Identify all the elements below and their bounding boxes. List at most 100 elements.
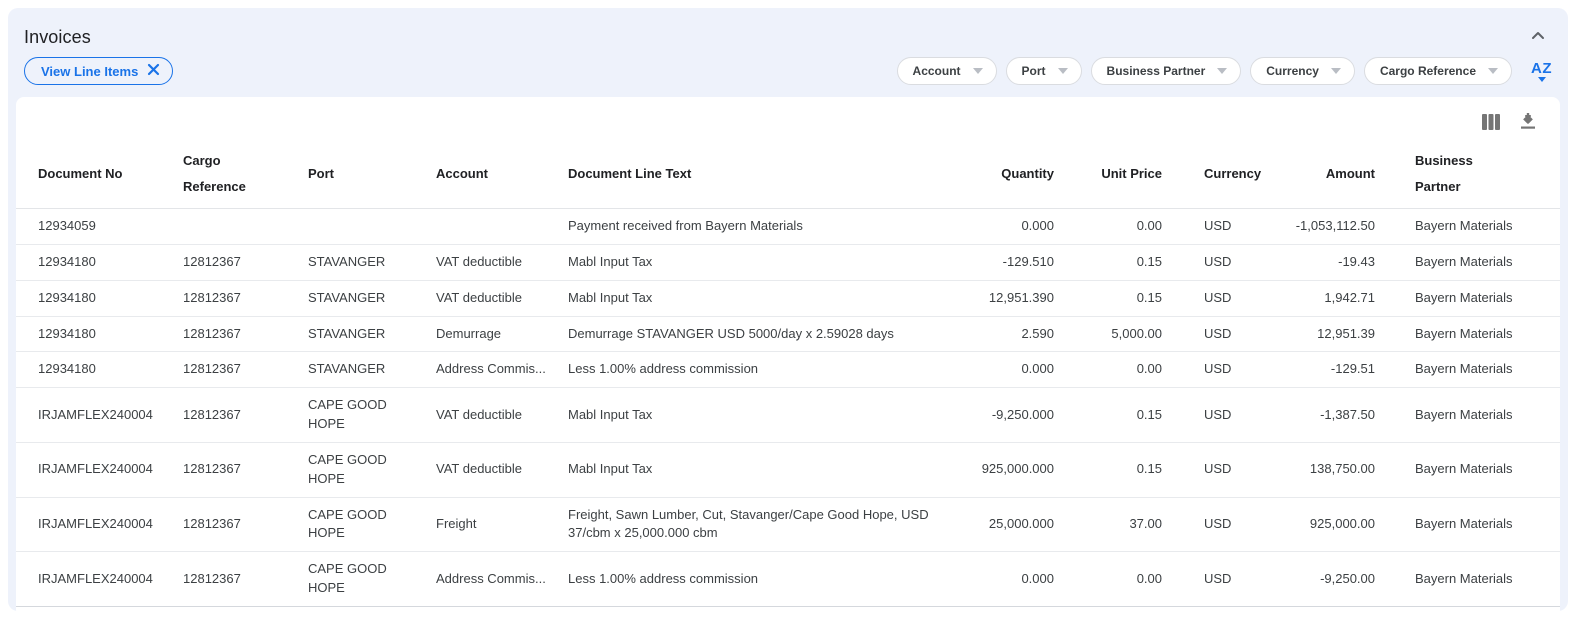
filter-cargo-reference-label: Cargo Reference bbox=[1379, 64, 1476, 78]
cell-quantity: -129.510 bbox=[1002, 253, 1054, 269]
cell-amount: 1,942.71 bbox=[1324, 289, 1375, 305]
cell-cargo_reference: 12812367 bbox=[183, 570, 241, 586]
cell-account: VAT deductible bbox=[436, 253, 522, 269]
table-toolbar bbox=[16, 97, 1560, 136]
cell-document_no: 12934180 bbox=[38, 361, 96, 377]
cell-unit_price: 0.15 bbox=[1136, 406, 1162, 422]
cell-port: CAPE GOOD HOPE bbox=[308, 397, 387, 432]
sort-button[interactable]: AZ bbox=[1531, 61, 1552, 82]
cell-port: CAPE GOOD HOPE bbox=[308, 506, 387, 541]
filter-currency-label: Currency bbox=[1266, 64, 1319, 78]
cell-account: VAT deductible bbox=[436, 461, 522, 477]
filter-account-label: Account bbox=[912, 64, 961, 78]
invoice-table-card: Document No Cargo Reference Port Account… bbox=[16, 97, 1560, 611]
header-amount[interactable]: Amount bbox=[1325, 166, 1375, 181]
sort-alphabetical-icon: AZ bbox=[1531, 59, 1552, 77]
close-icon[interactable] bbox=[147, 63, 160, 79]
cell-currency: USD bbox=[1204, 406, 1232, 422]
cell-account: Freight bbox=[436, 516, 477, 532]
cell-quantity: 0.000 bbox=[1021, 218, 1054, 233]
cell-cargo_reference: 12812367 bbox=[183, 516, 241, 532]
table-row[interactable]: 12934180 12812367 STAVANGER Address Commis.… bbox=[16, 351, 1560, 388]
cell-quantity: -9,250.000 bbox=[991, 406, 1054, 422]
view-line-items-label: View Line Items bbox=[41, 63, 139, 79]
cell-quantity: 25,000.000 bbox=[988, 516, 1054, 532]
header-currency[interactable]: Currency bbox=[1204, 166, 1262, 181]
filter-port[interactable]: Port bbox=[1005, 57, 1082, 85]
cell-quantity: 12,951.390 bbox=[988, 289, 1054, 305]
header-quantity[interactable]: Quantity bbox=[1001, 166, 1054, 181]
cell-currency: USD bbox=[1204, 570, 1232, 586]
cell-currency: USD bbox=[1204, 361, 1232, 377]
filter-pills: Account Port Business Partner Currency C… bbox=[896, 57, 1552, 85]
cell-document_no: 12934180 bbox=[38, 325, 96, 341]
cell-cargo_reference bbox=[175, 209, 300, 245]
cell-unit_price: 5,000.00 bbox=[1111, 325, 1162, 341]
table-row[interactable]: 12934180 12812367 STAVANGER Demurrage Demurr… bbox=[16, 316, 1560, 352]
table-row[interactable]: IRJAMFLEX240004 12812367 CAPE GOOD HOPE VAT… bbox=[16, 387, 1560, 443]
totals-quantity: 953,574.470 bbox=[960, 606, 1062, 611]
chevron-up-icon bbox=[1530, 28, 1546, 47]
download-icon bbox=[1520, 113, 1536, 134]
cell-unit_price: 0.00 bbox=[1136, 361, 1162, 377]
download-button[interactable] bbox=[1520, 113, 1536, 134]
cell-port: CAPE GOOD HOPE bbox=[308, 451, 387, 486]
table-row[interactable]: 12934059 Payment received from Bayern Mat… bbox=[16, 208, 1560, 245]
header-document-no[interactable]: Document No bbox=[38, 166, 123, 181]
filter-account[interactable]: Account bbox=[896, 57, 997, 85]
cell-port bbox=[300, 209, 428, 245]
page-title: Invoices bbox=[24, 26, 91, 47]
cell-cargo_reference: 12812367 bbox=[183, 406, 241, 422]
header-cargo-reference[interactable]: Cargo Reference bbox=[183, 153, 246, 194]
cell-document_line_text: Mabl Input Tax bbox=[568, 406, 653, 422]
cell-account: Address Commis... bbox=[436, 570, 546, 586]
column-settings-button[interactable] bbox=[1482, 114, 1500, 133]
table-row[interactable]: IRJAMFLEX240004 12812367 CAPE GOOD HOPE VAT… bbox=[16, 442, 1560, 497]
cell-unit_price: 0.15 bbox=[1136, 253, 1162, 269]
table-row[interactable]: IRJAMFLEX240004 12812367 CAPE GOOD HOPE Add… bbox=[16, 551, 1560, 607]
cell-unit_price: 0.00 bbox=[1136, 218, 1162, 233]
header-account[interactable]: Account bbox=[436, 166, 488, 181]
invoices-table: Document No Cargo Reference Port Account… bbox=[16, 140, 1560, 611]
filter-business-partner[interactable]: Business Partner bbox=[1090, 57, 1242, 85]
header-unit-price[interactable]: Unit Price bbox=[1101, 166, 1162, 181]
cell-amount: -19.43 bbox=[1338, 253, 1375, 269]
cell-account: VAT deductible bbox=[436, 406, 522, 422]
cell-business_partner: Bayern Materials bbox=[1415, 516, 1513, 532]
cell-currency: USD bbox=[1204, 325, 1232, 341]
table-header: Document No Cargo Reference Port Account… bbox=[16, 140, 1560, 209]
cell-cargo_reference: 12812367 bbox=[183, 361, 241, 377]
cell-currency: USD bbox=[1204, 253, 1232, 269]
filter-currency[interactable]: Currency bbox=[1250, 57, 1355, 85]
header-port[interactable]: Port bbox=[308, 166, 334, 181]
chevron-down-icon bbox=[1330, 68, 1341, 74]
cell-amount: 138,750.00 bbox=[1309, 461, 1375, 477]
collapse-panel-button[interactable] bbox=[1530, 28, 1546, 47]
header-business-partner[interactable]: Business Partner bbox=[1415, 153, 1473, 194]
totals-label: Totals bbox=[16, 606, 175, 611]
cell-account: Demurrage bbox=[436, 325, 502, 341]
cell-business_partner: Bayern Materials bbox=[1415, 218, 1513, 233]
cell-document_no: 12934059 bbox=[38, 218, 96, 233]
cell-quantity: 0.000 bbox=[1021, 361, 1054, 377]
cell-port: CAPE GOOD HOPE bbox=[308, 561, 387, 596]
cell-amount: -1,053,112.50 bbox=[1295, 218, 1375, 233]
filter-cargo-reference[interactable]: Cargo Reference bbox=[1363, 57, 1512, 85]
sort-direction-icon bbox=[1537, 76, 1546, 82]
cell-document_no: 12934180 bbox=[38, 253, 96, 269]
cell-document_line_text: Demurrage STAVANGER USD 5000/day x 2.590… bbox=[568, 325, 894, 341]
table-row[interactable]: 12934180 12812367 STAVANGER VAT deductible M… bbox=[16, 280, 1560, 316]
cell-business_partner: Bayern Materials bbox=[1415, 461, 1513, 477]
table-row[interactable]: IRJAMFLEX240004 12812367 CAPE GOOD HOPE Fre… bbox=[16, 497, 1560, 552]
cell-currency: USD bbox=[1204, 516, 1232, 532]
cell-document_line_text: Payment received from Bayern Materials bbox=[568, 218, 803, 233]
table-row[interactable]: 12934180 12812367 STAVANGER VAT deductible M… bbox=[16, 244, 1560, 280]
cell-amount: 925,000.00 bbox=[1309, 516, 1375, 532]
cell-quantity: 0.000 bbox=[1021, 570, 1054, 586]
cell-business_partner: Bayern Materials bbox=[1415, 361, 1513, 377]
view-line-items-chip[interactable]: View Line Items bbox=[24, 57, 174, 85]
filter-port-label: Port bbox=[1021, 64, 1046, 78]
cell-port: STAVANGER bbox=[308, 253, 386, 269]
cell-cargo_reference: 12812367 bbox=[183, 289, 241, 305]
header-document-line-text[interactable]: Document Line Text bbox=[568, 166, 692, 181]
